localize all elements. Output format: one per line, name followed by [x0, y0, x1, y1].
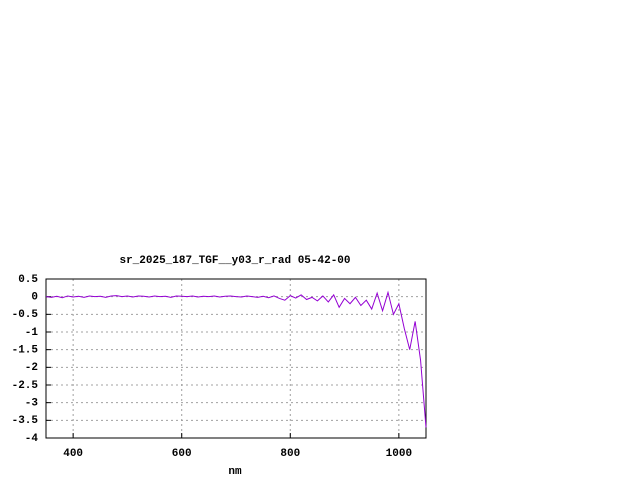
x-tick-label: 400 [63, 448, 83, 460]
y-tick-label: -1 [25, 327, 39, 339]
y-tick-label: -2.5 [12, 380, 39, 392]
plot-frame [45, 278, 427, 439]
x-tick-label: 600 [172, 448, 192, 460]
chart-title: sr_2025_187_TGF__y03_r_rad 05-42-00 [119, 255, 350, 267]
x-tick-label: 1000 [386, 448, 412, 460]
x-axis-label: nm [228, 466, 242, 478]
y-tick-label: -0.5 [12, 309, 39, 321]
y-tick-label: -4 [25, 433, 39, 445]
data-line [45, 290, 427, 428]
y-tick-label: 0.5 [18, 274, 38, 286]
y-tick-label: -3 [25, 398, 39, 410]
y-tick-label: 0 [31, 292, 38, 304]
y-tick-label: -3.5 [12, 415, 39, 427]
x-tick-label: 800 [280, 448, 300, 460]
y-tick-label: -1.5 [12, 345, 39, 357]
y-tick-label: -2 [25, 362, 38, 374]
